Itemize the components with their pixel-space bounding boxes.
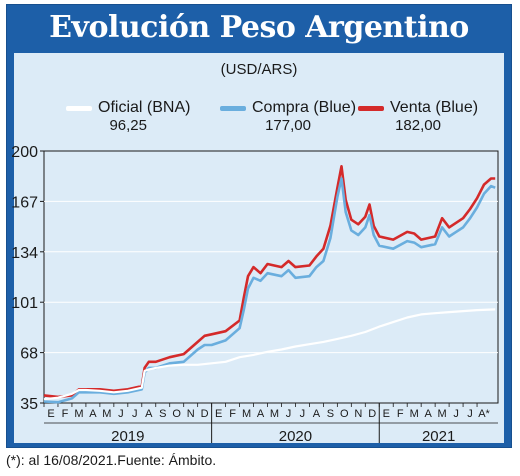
unit-label: (USD/ARS) bbox=[220, 61, 298, 78]
year-label-2021: 2021 bbox=[422, 428, 455, 445]
month-tick-label: N bbox=[187, 408, 195, 420]
chart-title: Evolución Peso Argentino bbox=[49, 9, 469, 45]
month-tick-label: M bbox=[438, 408, 447, 420]
month-tick-label: A bbox=[145, 408, 153, 420]
month-tick-label: A bbox=[424, 408, 432, 420]
month-tick-label: S bbox=[327, 408, 334, 420]
month-tick-label: J bbox=[132, 408, 138, 420]
y-tick-label-68: 68 bbox=[20, 346, 38, 363]
legend-value-venta: 182,00 bbox=[395, 117, 441, 134]
title-bar: Evolución Peso Argentino bbox=[7, 5, 511, 49]
month-tick-label: E bbox=[383, 408, 390, 420]
month-tick-label: F bbox=[229, 408, 236, 420]
month-tick-label: J bbox=[118, 408, 124, 420]
year-label-2019: 2019 bbox=[111, 428, 144, 445]
month-tick-label: M bbox=[102, 408, 111, 420]
month-tick-label: N bbox=[354, 408, 362, 420]
series-line-oficial-bna bbox=[43, 308, 496, 401]
month-tick-label: D bbox=[368, 408, 376, 420]
month-tick-label: E bbox=[47, 408, 54, 420]
month-tick-label: A* bbox=[478, 408, 490, 420]
month-tick-label: J bbox=[467, 408, 473, 420]
legend-swatch-compra bbox=[220, 105, 246, 111]
legend-oficial: Oficial (BNA) 96,25 bbox=[66, 99, 190, 134]
footnote: (*): al 16/08/2021.Fuente: Ámbito. bbox=[6, 452, 217, 468]
y-tick-label-101: 101 bbox=[11, 295, 38, 312]
month-tick-label: M bbox=[242, 408, 251, 420]
y-tick-label-167: 167 bbox=[11, 194, 38, 211]
legend-swatch-venta bbox=[358, 105, 384, 111]
legend-swatch-oficial bbox=[66, 105, 92, 111]
month-tick-label: M bbox=[74, 408, 83, 420]
y-tick-label-134: 134 bbox=[11, 245, 38, 262]
legend-value-oficial: 96,25 bbox=[109, 117, 147, 134]
month-tick-label: M bbox=[270, 408, 279, 420]
month-tick-label: A bbox=[257, 408, 265, 420]
month-tick-label: S bbox=[159, 408, 166, 420]
y-tick-label-200: 200 bbox=[11, 144, 38, 161]
month-tick-label: F bbox=[397, 408, 404, 420]
month-tick-label: E bbox=[215, 408, 222, 420]
month-tick-label: O bbox=[340, 408, 349, 420]
legend-value-compra: 177,00 bbox=[265, 117, 311, 134]
month-tick-label: J bbox=[300, 408, 306, 420]
month-tick-label: D bbox=[201, 408, 209, 420]
y-tick-label-35: 35 bbox=[20, 396, 38, 413]
legend-venta: Venta (Blue) 182,00 bbox=[358, 99, 478, 134]
legend-label-oficial: Oficial (BNA) bbox=[98, 99, 191, 116]
month-tick-label: A bbox=[89, 408, 97, 420]
month-tick-label: M bbox=[410, 408, 419, 420]
month-tick-label: A bbox=[313, 408, 321, 420]
month-tick-label: J bbox=[286, 408, 292, 420]
month-tick-label: J bbox=[453, 408, 459, 420]
month-tick-label: F bbox=[62, 408, 69, 420]
legend-label-venta: Venta (Blue) bbox=[390, 99, 479, 116]
month-tick-label: O bbox=[172, 408, 181, 420]
legend-compra: Compra (Blue) 177,00 bbox=[220, 99, 356, 134]
plot-area bbox=[43, 150, 499, 404]
year-label-2020: 2020 bbox=[279, 428, 312, 445]
legend-label-compra: Compra (Blue) bbox=[252, 99, 357, 116]
